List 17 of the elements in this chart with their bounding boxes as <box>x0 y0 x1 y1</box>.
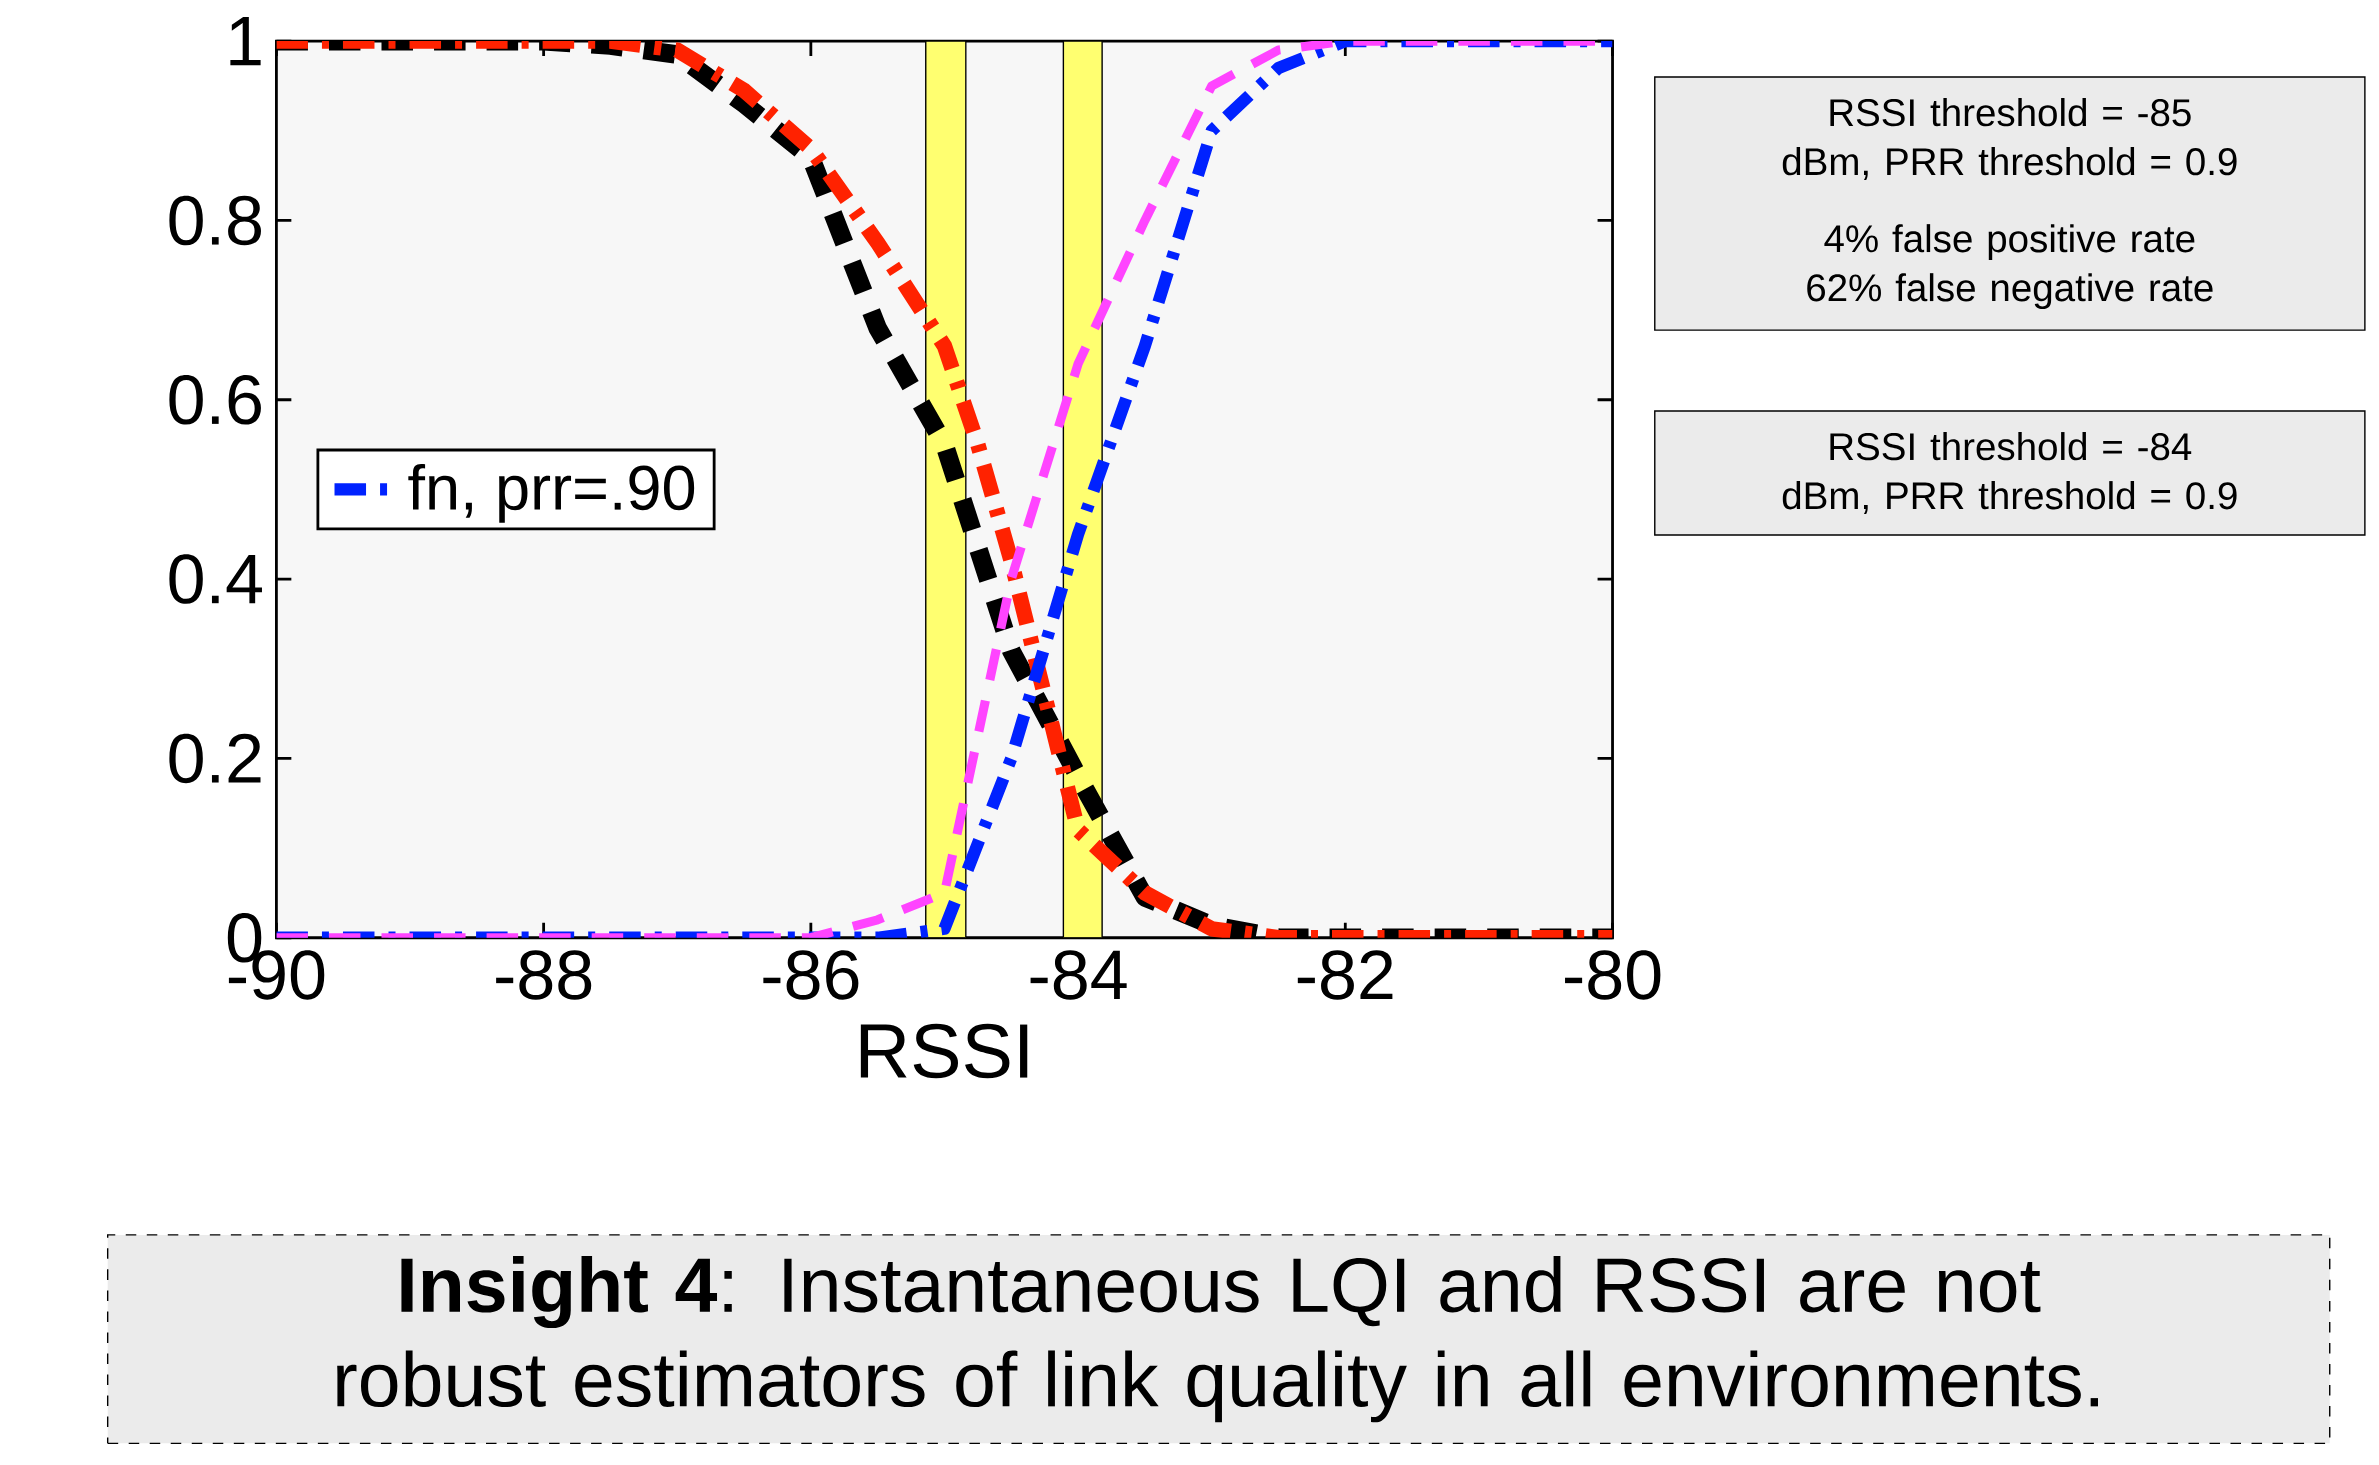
y-tick-label: 0.8 <box>169 195 261 246</box>
x-axis-title: RSSI <box>860 1023 1028 1079</box>
y-tick-label: 0.4 <box>169 554 262 604</box>
x-tick-label: -82 <box>1297 950 1393 1000</box>
y-tick-label: 0.2 <box>169 733 261 784</box>
x-tick-label: -86 <box>763 950 859 1000</box>
text: RSSI threshold = -85 dBm, PRR threshold = 0.9 <box>1782 97 2237 180</box>
y-tick-label: 1 <box>230 16 261 66</box>
y-tick-label: 0.6 <box>169 374 261 425</box>
x-tick-label: -84 <box>1030 950 1127 1000</box>
text: 62% false negative rate <box>1807 273 2213 309</box>
text: RSSI threshold = -84 dBm, PRR threshold = 0.9 <box>1782 431 2237 514</box>
text: Insight 4: Instantaneous LQI and RSSI are not robust estimators of link quality in all environments. <box>337 1255 2099 1423</box>
text: 4% false positive rate <box>1824 224 2195 260</box>
x-tick-label: -88 <box>496 950 592 1000</box>
x-tick-label: -80 <box>1565 950 1661 1000</box>
legend-label: fn, prr=.90 <box>408 463 695 523</box>
